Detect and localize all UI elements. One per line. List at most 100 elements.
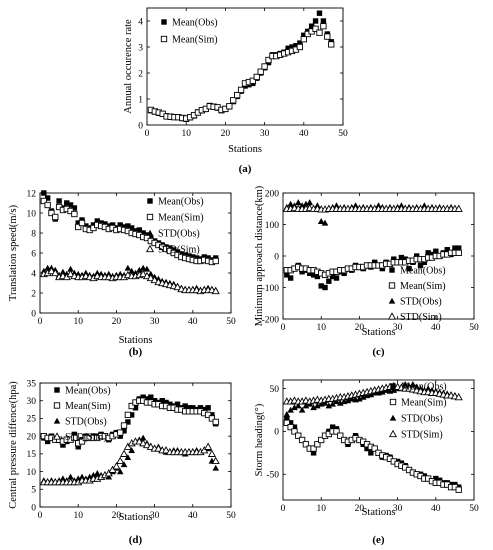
x-tick-label: 0	[38, 511, 43, 521]
data-point	[207, 449, 216, 457]
data-point	[211, 286, 220, 295]
data-point	[329, 400, 336, 407]
data-point	[190, 405, 196, 411]
data-point	[291, 428, 298, 435]
y-tick-label: 4	[138, 17, 143, 27]
data-point	[163, 399, 169, 406]
data-point	[295, 432, 302, 439]
legend-marker	[53, 402, 61, 409]
data-point	[452, 245, 458, 251]
legend-label: STD(Obs)	[401, 414, 443, 425]
data-point	[47, 266, 56, 275]
x-axis-label: Stations	[362, 507, 396, 518]
data-point	[125, 223, 131, 229]
x-tick-label: 30	[150, 317, 160, 327]
data-point	[310, 404, 317, 411]
y-tick-label: 8	[31, 229, 36, 239]
data-point	[299, 269, 305, 275]
x-tick-label: 50	[226, 317, 236, 327]
data-point	[296, 43, 304, 51]
series-std-obs	[283, 199, 463, 226]
data-point	[300, 36, 307, 43]
data-point	[359, 393, 367, 400]
data-point	[444, 247, 450, 253]
data-point	[124, 454, 132, 461]
data-point	[124, 411, 132, 419]
series-std-sim	[39, 266, 220, 295]
data-point	[287, 420, 294, 426]
data-point	[71, 210, 78, 218]
data-point	[318, 283, 324, 289]
data-point	[433, 475, 439, 482]
data-point	[294, 402, 302, 409]
y-tick-label: 10	[27, 468, 37, 478]
data-point	[117, 433, 123, 439]
y-axis-label: Central pressure diffence(hpa)	[8, 381, 19, 509]
data-point	[75, 223, 82, 231]
series-mean-sim	[283, 249, 462, 279]
data-point	[204, 442, 213, 450]
data-point	[140, 230, 146, 236]
x-tick-label: 20	[112, 511, 122, 521]
data-point	[312, 25, 319, 32]
legend-marker	[54, 387, 60, 393]
data-point	[337, 399, 344, 406]
y-tick-label: 20	[27, 432, 37, 442]
chart-panel-e: 0 10 20 30 40 50 -50 0 50 Stations Storm heading(°…	[254, 379, 479, 546]
data-point	[456, 245, 462, 251]
data-point	[318, 436, 325, 444]
data-point	[151, 398, 158, 404]
x-tick-label: 10	[181, 129, 191, 139]
legend-label: Mean(Obs)	[65, 386, 111, 397]
y-tick-label: 15	[27, 450, 37, 460]
data-point	[314, 441, 321, 448]
x-tick-label: 10	[73, 317, 83, 327]
data-point	[117, 222, 123, 228]
x-tick-label: 30	[150, 511, 160, 521]
legend-label: Mean(Obs)	[400, 266, 446, 277]
y-tick-label: 0	[31, 309, 36, 319]
data-point	[310, 445, 317, 452]
data-point	[41, 190, 47, 196]
data-point	[78, 219, 86, 227]
data-point	[205, 405, 211, 411]
data-point	[356, 395, 363, 402]
data-point	[333, 398, 340, 405]
data-point	[128, 225, 135, 231]
data-point	[121, 428, 127, 434]
data-point	[116, 468, 124, 475]
data-point	[294, 199, 302, 206]
x-tick-label: 20	[221, 129, 231, 139]
data-point	[379, 388, 386, 395]
data-point	[364, 445, 370, 452]
data-point	[283, 410, 291, 417]
data-point	[48, 209, 55, 217]
data-point	[265, 56, 272, 64]
y-axis-label: Storm heading(°)	[254, 403, 265, 476]
legend-label: STD(Obs)	[158, 229, 200, 240]
data-point	[94, 470, 101, 476]
data-point	[59, 268, 67, 275]
legend-marker	[145, 244, 155, 253]
data-point	[390, 386, 398, 393]
data-point	[147, 270, 155, 277]
data-point	[226, 103, 233, 110]
data-point	[135, 437, 144, 445]
legend-label: Mean(Obs)	[158, 197, 204, 208]
legend-marker	[146, 229, 154, 236]
plot-frame	[282, 379, 475, 501]
y-tick-label: 10	[27, 209, 37, 219]
data-point	[302, 441, 310, 448]
x-tick-label: 0	[281, 323, 286, 333]
y-tick-label: 0	[138, 121, 143, 131]
data-point	[52, 213, 59, 221]
data-point	[302, 200, 310, 207]
data-point	[150, 275, 159, 284]
data-point	[287, 275, 294, 281]
x-tick-label: 40	[431, 504, 441, 514]
data-point	[298, 436, 306, 444]
data-point	[119, 449, 129, 457]
data-point	[337, 432, 344, 439]
data-point	[409, 380, 417, 387]
data-point	[325, 402, 333, 409]
